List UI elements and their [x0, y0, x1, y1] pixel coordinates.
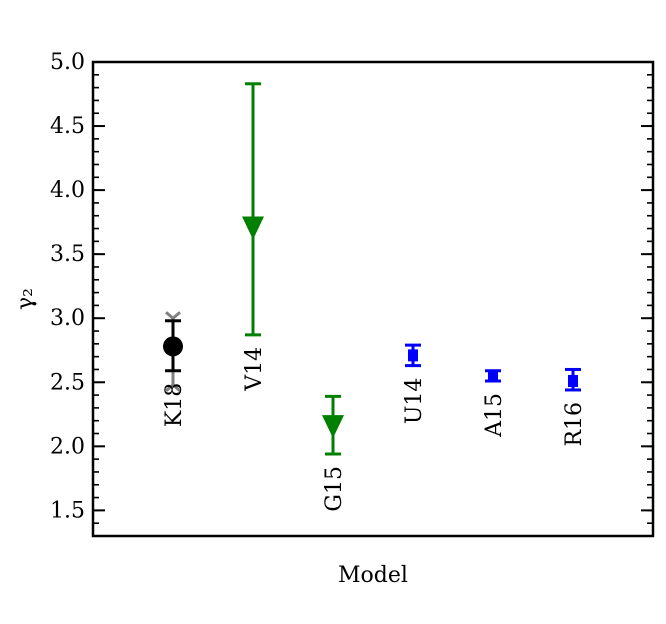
alt-error-cap — [165, 382, 181, 392]
marker-square — [568, 374, 578, 387]
y-tick-label: 2.0 — [50, 434, 85, 459]
point-label: A15 — [482, 393, 507, 438]
y-tick-label: 2.5 — [50, 370, 85, 395]
data-marks: K18 V14 G15 U14 A15 R16 — [162, 82, 587, 512]
point-k18: K18 — [162, 311, 187, 427]
point-label: U14 — [402, 378, 427, 425]
point-a15: A15 — [482, 369, 507, 438]
y-tick-label: 1.5 — [50, 498, 85, 523]
point-label: G15 — [322, 466, 347, 512]
y-tick-label: 5.0 — [50, 50, 85, 75]
marker-triangle — [322, 415, 344, 439]
point-label: V14 — [242, 347, 267, 392]
y-tick-label: 4.0 — [50, 178, 85, 203]
y-tick-labels: 1.5 2.0 2.5 3.0 3.5 4.0 4.5 5.0 — [50, 50, 85, 523]
y-tick-label: 3.5 — [50, 242, 85, 267]
plot-frame — [91, 60, 655, 538]
marker-square — [408, 349, 418, 362]
point-r16: R16 — [562, 367, 587, 447]
point-v14: V14 — [242, 82, 267, 392]
alt-error-cap — [165, 311, 181, 321]
minor-ticks — [93, 61, 653, 537]
point-label: K18 — [162, 383, 187, 427]
point-label: R16 — [562, 402, 587, 447]
y-tick-label: 3.0 — [50, 306, 85, 331]
marker-square — [488, 369, 498, 382]
y-axis-label: γ₂ — [13, 288, 38, 310]
marker-triangle — [242, 216, 264, 240]
point-u14: U14 — [402, 343, 427, 425]
point-g15: G15 — [322, 394, 347, 512]
y-tick-label: 4.5 — [50, 114, 85, 139]
marker-circle — [163, 336, 183, 357]
x-axis-label: Model — [338, 563, 408, 588]
